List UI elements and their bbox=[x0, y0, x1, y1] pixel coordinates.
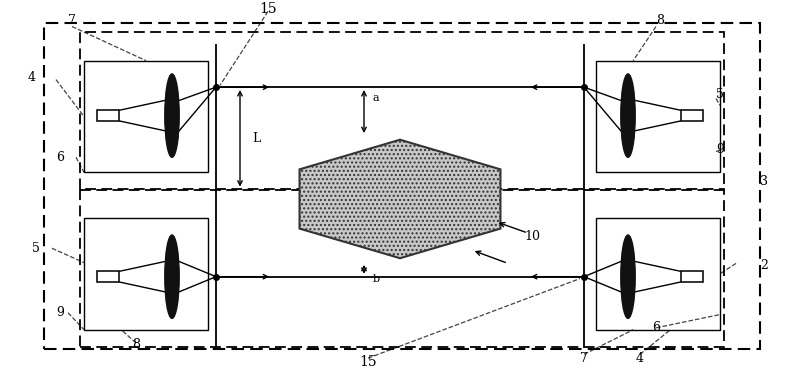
Bar bbox=[84, 61, 208, 172]
Text: 9: 9 bbox=[716, 143, 724, 156]
Bar bbox=[80, 32, 724, 190]
Text: 6: 6 bbox=[652, 321, 660, 334]
Text: b: b bbox=[373, 274, 379, 284]
Text: 7: 7 bbox=[68, 14, 76, 27]
Text: 4: 4 bbox=[636, 352, 644, 365]
Ellipse shape bbox=[621, 74, 635, 157]
Text: 8: 8 bbox=[656, 14, 664, 27]
Bar bbox=[596, 61, 720, 172]
Text: 2: 2 bbox=[760, 259, 768, 272]
Ellipse shape bbox=[165, 74, 179, 157]
Text: 15: 15 bbox=[259, 3, 277, 16]
Bar bbox=[80, 190, 724, 347]
Text: 6: 6 bbox=[56, 151, 64, 164]
Bar bbox=[44, 23, 760, 349]
Bar bbox=[84, 218, 208, 330]
Text: 15: 15 bbox=[359, 355, 377, 369]
Text: 10: 10 bbox=[524, 230, 540, 243]
Text: 9: 9 bbox=[56, 306, 64, 319]
Ellipse shape bbox=[165, 235, 179, 318]
Bar bbox=[681, 271, 703, 282]
Text: L: L bbox=[252, 132, 260, 145]
Bar bbox=[596, 218, 720, 330]
Text: a: a bbox=[373, 93, 379, 103]
Bar bbox=[97, 110, 119, 121]
Bar bbox=[97, 271, 119, 282]
Bar bbox=[681, 110, 703, 121]
Text: 7: 7 bbox=[580, 352, 588, 365]
Polygon shape bbox=[299, 140, 501, 258]
Text: 3: 3 bbox=[760, 175, 768, 188]
Text: 5: 5 bbox=[32, 242, 40, 255]
Text: 4: 4 bbox=[28, 71, 36, 84]
Text: 5: 5 bbox=[716, 88, 724, 101]
Ellipse shape bbox=[621, 235, 635, 318]
Text: 8: 8 bbox=[132, 338, 140, 351]
